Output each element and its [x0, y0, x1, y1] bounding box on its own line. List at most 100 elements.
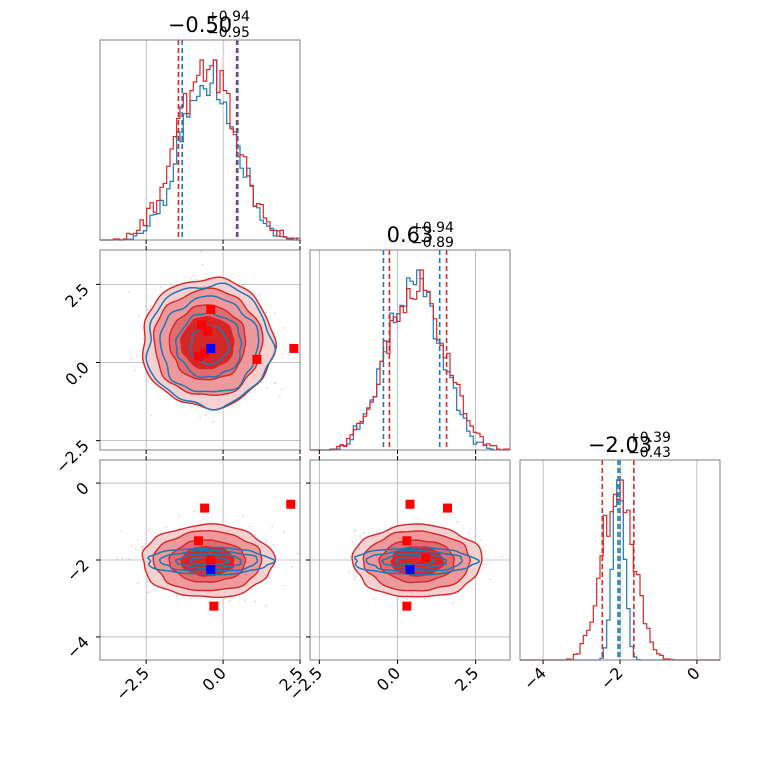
ytick-label-1-1: 0.0 — [61, 358, 92, 389]
xtick-label-1-2: 2.5 — [451, 663, 482, 694]
sample-p0_p2-146 — [145, 541, 148, 544]
sample-p0_p1-191 — [146, 309, 149, 311]
sample-p0_p2-128 — [141, 545, 143, 548]
xtick-label-2-2: 0 — [683, 663, 704, 684]
marker-red-p0_p1-5 — [252, 354, 262, 364]
frame-p0_p1 — [99, 249, 301, 451]
marker-red-p0_p1-3 — [200, 348, 210, 358]
contour-b-1-p0_p1 — [159, 295, 260, 393]
contour-b-0-p0_p2 — [147, 546, 277, 576]
sample-p0_p2-238 — [190, 597, 192, 600]
sample-p0_p1-18 — [195, 278, 197, 281]
sample-p0_p2-165 — [148, 529, 150, 531]
contour-b-3-p0_p1 — [189, 326, 230, 366]
sample-p0_p1-78 — [168, 283, 171, 285]
xtick-label-2-0: −4 — [520, 663, 550, 693]
title-param-2-minus: −0.43 — [628, 445, 671, 461]
sample-p1_p2-100 — [406, 598, 409, 601]
sample-p0_p2-60 — [121, 557, 123, 560]
grid-diag-1 — [318, 250, 477, 450]
sample-p0_p1-184 — [265, 311, 268, 314]
sample-p0_p1-222 — [136, 355, 138, 358]
marker-red-p0_p2-0 — [200, 503, 210, 513]
marker-red-p0_p1-6 — [289, 343, 299, 353]
sample-p0_p2-59 — [265, 539, 268, 542]
marker-red-p1_p2-1 — [443, 503, 452, 513]
marker-blue-p0_p1-0 — [206, 343, 216, 353]
sample-p0_p2-201 — [290, 566, 293, 568]
marker-red-p0_p1-1 — [197, 320, 207, 330]
sample-p0_p1-210 — [201, 263, 204, 266]
sample-p1_p2-6 — [355, 576, 357, 578]
panels-group: −2.5 0.0 2.5−2.5 0.0 2.5 −4 −2 0−2.50.02.5−4−20 — [52, 39, 721, 704]
marker-red-p1_p2-0 — [405, 499, 415, 509]
title-param-0: −0.50 — [168, 13, 232, 37]
sample-p0_p2-89 — [175, 595, 178, 598]
sample-p1_p2-240 — [351, 541, 354, 544]
marker-blue-p1_p2-0 — [405, 565, 415, 575]
sample-p1_p2-9 — [353, 578, 355, 580]
sample-p0_p1-127 — [149, 304, 152, 307]
title-param-0-plus: +0.94 — [207, 9, 250, 25]
contour-b-0-p1_p2 — [353, 546, 481, 576]
sample-p0_p2-44 — [282, 531, 285, 533]
sample-p0_p1-2 — [160, 286, 162, 288]
sample-p0_p1-188 — [130, 357, 132, 360]
sample-p0_p1-55 — [282, 327, 285, 329]
title-param-0-minus: −0.95 — [207, 25, 250, 41]
marker-red-p0_p2-3 — [206, 555, 216, 565]
marker-red-p1_p2-3 — [421, 553, 431, 563]
sample-p0_p2-174 — [244, 599, 246, 602]
sample-p0_p2-53 — [137, 539, 140, 541]
ytick-label-2-1: −2 — [63, 555, 93, 585]
sample-p0_p2-227 — [116, 557, 118, 560]
hist-a-param-0 — [100, 59, 301, 241]
sample-p1_p2-173 — [354, 530, 356, 533]
ytick-label-1-2: 2.5 — [61, 280, 92, 311]
sample-p0_p2-57 — [242, 515, 244, 518]
marker-red-p1_p2-4 — [402, 601, 412, 611]
hist-a-param-1 — [310, 269, 511, 451]
marker-red-p1_p2-2 — [402, 536, 412, 546]
sample-p0_p2-230 — [205, 522, 208, 524]
sample-p0_p2-27 — [228, 599, 231, 602]
sample-p0_p2-121 — [141, 547, 144, 550]
sample-p1_p2-228 — [452, 602, 454, 605]
sample-p0_p2-11 — [142, 545, 144, 548]
sample-p1_p2-245 — [355, 572, 358, 574]
contours-p0_p2 — [116, 499, 299, 611]
ytick-label-1-0: −2.5 — [52, 436, 93, 477]
sample-p0_p2-113 — [296, 552, 299, 555]
sample-p0_p1-104 — [142, 337, 145, 340]
sample-p0_p1-169 — [272, 361, 274, 364]
contours-p0_p1 — [128, 250, 299, 423]
sample-p0_p2-164 — [212, 598, 214, 601]
sample-p0_p2-239 — [249, 525, 252, 528]
sample-p0_p2-240 — [271, 525, 273, 528]
contours-p1_p2 — [348, 499, 503, 613]
title-param-1: 0.63 — [387, 223, 434, 247]
sample-p0_p2-70 — [224, 597, 226, 600]
sample-p1_p2-85 — [468, 532, 470, 535]
title-param-2: −2.03 — [588, 433, 652, 457]
sample-p0_p2-86 — [136, 582, 139, 585]
marker-red-p0_p1-2 — [203, 326, 213, 336]
contour-b-2-p1_p2 — [380, 553, 447, 570]
sample-p0_p2-103 — [272, 544, 275, 546]
ytick-label-2-2: 0 — [72, 478, 93, 499]
xtick-label-2-1: −2 — [597, 663, 627, 693]
sample-p1_p2-88 — [353, 528, 356, 531]
sample-p0_p1-24 — [200, 250, 202, 253]
sample-p0_p2-235 — [265, 605, 267, 607]
sample-p1_p2-201 — [489, 578, 492, 581]
sample-p0_p2-200 — [149, 591, 151, 593]
xtick-label-1-1: 0.0 — [373, 663, 404, 694]
sample-p1_p2-222 — [501, 555, 503, 558]
sample-p0_p2-194 — [128, 558, 131, 560]
sample-p0_p2-120 — [203, 513, 205, 516]
sample-p1_p2-49 — [484, 550, 487, 553]
sample-p1_p2-236 — [397, 610, 399, 613]
sample-p1_p2-123 — [373, 597, 375, 600]
sample-p0_p1-120 — [265, 387, 268, 389]
